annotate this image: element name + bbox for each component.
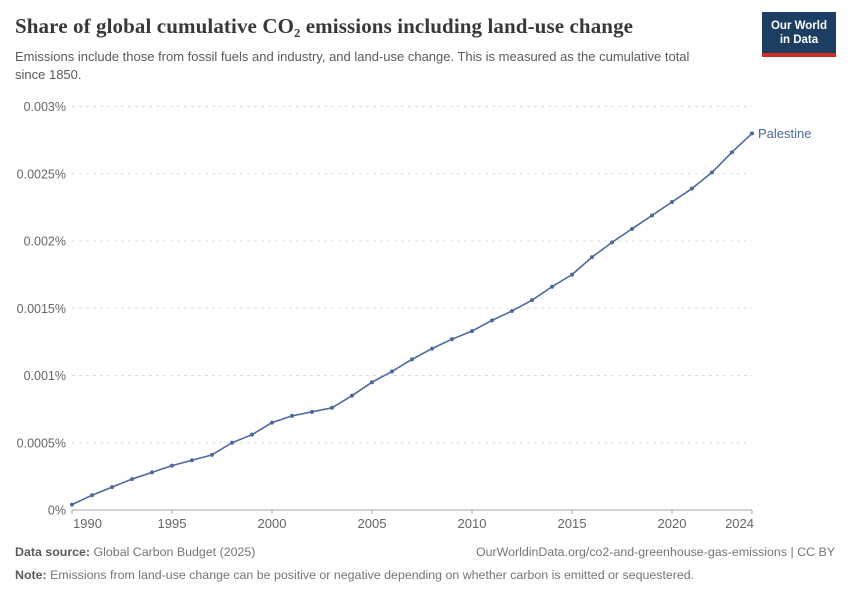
data-point[interactable] [390,369,394,374]
y-tick-label: 0.0025% [17,167,66,181]
data-point[interactable] [110,485,114,490]
data-point[interactable] [730,150,734,155]
owid-url-link[interactable]: OurWorldinData.org/co2-and-greenhouse-ga… [475,545,835,559]
y-tick-label: 0.0015% [17,302,66,316]
data-point[interactable] [610,240,614,245]
chart-header: Share of global cumulative CO₂ emissions… [15,14,755,84]
data-point[interactable] [310,409,314,414]
data-point[interactable] [230,440,234,445]
data-point[interactable] [130,477,134,482]
footer-note: Note: Emissions from land-use change can… [15,568,835,584]
x-tick-label: 2010 [458,516,487,531]
line-chart: 0% 0.0005% 0.001% 0.0015% 0.002% 0.0025% 0.003… [0,95,850,545]
data-point[interactable] [550,284,554,289]
data-point[interactable] [710,170,714,175]
data-point[interactable] [190,458,194,463]
owid-logo[interactable]: Our World in Data [761,12,836,57]
data-point[interactable] [650,213,654,218]
data-point[interactable] [490,318,494,323]
data-point[interactable] [290,413,294,418]
x-tick-label: 2015 [558,516,587,531]
data-point[interactable] [250,432,254,437]
data-point[interactable] [510,308,514,313]
data-point[interactable] [590,255,594,260]
chart-canvas[interactable]: 0% 0.0005% 0.001% 0.0015% 0.002% 0.0025% 0.003… [0,95,850,545]
data-source-label: Data source: [15,545,91,559]
chart-title: Share of global cumulative CO₂ emissions… [15,14,634,38]
data-point[interactable] [150,470,154,475]
y-tick-label: 0.0005% [17,436,66,450]
footer-source-row: Data source: Global Carbon Budget (2025)… [15,545,835,561]
data-source: Data source: Global Carbon Budget (2025) [15,545,255,561]
data-point[interactable] [450,337,454,342]
data-point[interactable] [90,493,94,498]
data-point[interactable] [270,420,274,425]
owid-logo-line1: Our World [770,20,827,32]
x-tick-label: 2000 [258,516,287,531]
data-point[interactable] [70,502,74,507]
data-point[interactable] [690,186,694,191]
x-tick-label: 2005 [358,516,387,531]
data-point[interactable] [430,346,434,351]
data-point[interactable] [370,380,374,385]
data-point[interactable] [470,329,474,334]
x-tick-label: 2024 [725,516,754,531]
data-line [71,132,753,506]
y-tick-label: 0.003% [24,100,66,114]
data-point[interactable] [630,226,634,231]
data-point[interactable] [350,393,354,398]
data-point[interactable] [670,199,674,204]
chart-footer: Data source: Global Carbon Budget (2025)… [15,545,835,583]
data-source-value: Global Carbon Budget (2025) [93,545,256,559]
data-point[interactable] [530,298,534,303]
y-tick-label: 0.001% [24,369,66,383]
owid-logo-line2: in Data [779,34,819,47]
x-tick-label: 2020 [658,516,687,531]
data-point[interactable] [570,272,574,277]
data-point[interactable] [330,405,334,410]
x-tick-label: 1990 [73,516,102,531]
data-point[interactable] [410,357,414,362]
note-label: Note: [15,567,47,582]
data-point[interactable] [170,463,174,468]
x-tick-label: 1995 [158,516,187,531]
y-tick-label: 0.002% [24,235,66,249]
y-tick-label: 0% [48,504,66,518]
data-point[interactable] [210,452,214,457]
chart-subtitle: Emissions include those from fossil fuel… [15,49,690,83]
note-value: Emissions from land-use change can be po… [50,567,695,582]
data-point[interactable] [750,131,754,136]
series-end-label[interactable]: Palestine [758,126,811,141]
